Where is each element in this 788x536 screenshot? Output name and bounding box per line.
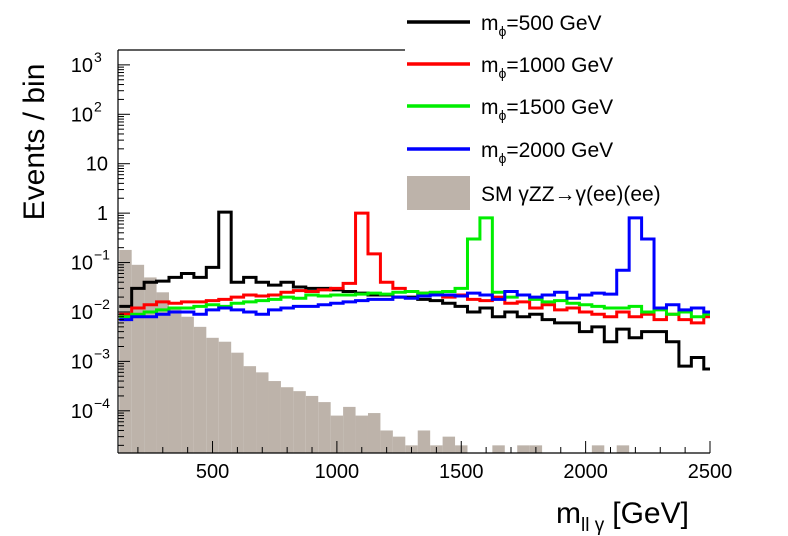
x-tick-label: 1000: [315, 461, 360, 483]
sm-bin: [343, 406, 356, 453]
sm-bin: [517, 445, 530, 453]
series-m2000: [119, 216, 710, 322]
sm-bin: [492, 445, 505, 453]
x-axis-title-main: m: [556, 497, 581, 530]
sm-bin: [280, 387, 294, 453]
y-tick-base: 10: [71, 302, 93, 324]
y-tick-base: 10: [71, 55, 93, 77]
legend-swatch: [407, 176, 470, 210]
axes: [117, 49, 710, 454]
sm-bin: [144, 277, 157, 453]
x-tick-label: 500: [196, 461, 229, 483]
sm-bin: [193, 326, 207, 453]
sm-bin: [243, 366, 257, 453]
y-tick-exponent: 3: [94, 49, 102, 65]
legend-entry-m500: mϕ=500 GeV: [407, 12, 602, 39]
sm-bin: [231, 352, 244, 453]
y-tick-exponent: −1: [94, 247, 110, 263]
legend-label: mϕ=1000 GeV: [481, 54, 613, 81]
histogram-line-m2000: [119, 216, 710, 322]
signal-lines-layer: [119, 210, 710, 371]
legend-label-main: m: [481, 139, 499, 162]
sm-bin: [417, 430, 431, 453]
legend-label-main: m: [481, 96, 499, 119]
y-tick-exponent: −4: [94, 395, 110, 411]
x-axis-title-unit: [GeV]: [612, 497, 689, 530]
sm-bin: [392, 436, 406, 453]
x-tick-label: 2500: [688, 461, 733, 483]
sm-bin: [380, 430, 393, 453]
y-tick-label: 10 2: [71, 98, 102, 126]
legend-label-sub: ϕ: [499, 107, 507, 123]
y-tick-label: 10 −3: [71, 345, 110, 373]
y-axis-title: Events / bin: [18, 64, 51, 221]
sm-bin: [268, 381, 281, 453]
y-tick-exponent: −2: [94, 296, 110, 312]
legend-label-sub: ϕ: [499, 65, 507, 81]
sm-bin: [119, 249, 132, 453]
sm-bin: [442, 436, 456, 453]
y-tick-label: 10 −2: [71, 296, 110, 324]
legend-entry-m1500: mϕ=1500 GeV: [407, 96, 613, 123]
y-tick-exponent: −3: [94, 345, 110, 361]
legend-entry-m2000: mϕ=2000 GeV: [407, 139, 613, 166]
sm-bin: [218, 341, 232, 453]
y-tick-base: 10: [71, 401, 93, 423]
legend-label: mϕ=2000 GeV: [481, 139, 613, 166]
y-tick-base: 1: [97, 203, 108, 225]
legend-label: mϕ=500 GeV: [481, 12, 602, 39]
legend-label-main: SM γZZ→γ(ee)(ee): [481, 183, 661, 206]
x-axis-title: mll γ [GeV]: [556, 497, 689, 536]
sm-bin: [181, 316, 194, 453]
series-m1500: [119, 216, 710, 319]
y-tick-base: 10: [71, 253, 93, 275]
sm-bin: [168, 308, 182, 453]
y-tick-label: 10 −1: [71, 247, 110, 275]
sm-bin: [367, 413, 381, 453]
y-tick-label: 10 −4: [71, 395, 110, 423]
x-tick-label: 1500: [439, 461, 484, 483]
sm-bin: [156, 292, 169, 453]
legend-label-sub: ϕ: [499, 23, 507, 39]
sm-bin: [293, 391, 306, 453]
legend-entry-sm: SM γZZ→γ(ee)(ee): [407, 176, 661, 210]
y-tick-base: 10: [71, 351, 93, 373]
sm-bin: [131, 264, 145, 453]
x-tick-label: 2000: [563, 461, 608, 483]
sm-bin: [616, 445, 630, 453]
legend-label: SM γZZ→γ(ee)(ee): [481, 183, 661, 206]
legend-label-rest: =500 GeV: [506, 12, 601, 35]
y-tick-label: 10 3: [71, 49, 102, 77]
sm-bin: [256, 372, 269, 453]
y-tick-base: 10: [71, 104, 93, 126]
y-tick-label: 10: [86, 154, 108, 176]
sm-bin: [206, 337, 219, 453]
legend-label-main: m: [481, 54, 499, 77]
sm-bin: [318, 402, 331, 453]
x-axis-title-sub: ll γ: [581, 515, 605, 536]
y-tick-label: 1: [97, 203, 108, 225]
histogram-line-m1500: [119, 216, 710, 319]
sm-bin: [355, 415, 368, 453]
legend-label-rest: =1000 GeV: [506, 54, 613, 77]
y-tick-exponent: 2: [94, 98, 102, 114]
legend-label-rest: =1500 GeV: [506, 96, 613, 119]
legend-label: mϕ=1500 GeV: [481, 96, 613, 123]
svg-text:mll γ[GeV]: mll γ [GeV]: [556, 497, 689, 536]
legend-label-sub: ϕ: [499, 150, 507, 166]
legend-label-main: m: [481, 12, 499, 35]
sm-bin: [305, 395, 319, 453]
y-tick-base: 10: [86, 154, 108, 176]
sm-bin: [330, 415, 344, 453]
sm-bin: [591, 445, 605, 453]
sm-background-layer: [119, 249, 630, 453]
legend-entry-m1000: mϕ=1000 GeV: [407, 54, 613, 81]
legend-label-rest: =2000 GeV: [506, 139, 613, 162]
